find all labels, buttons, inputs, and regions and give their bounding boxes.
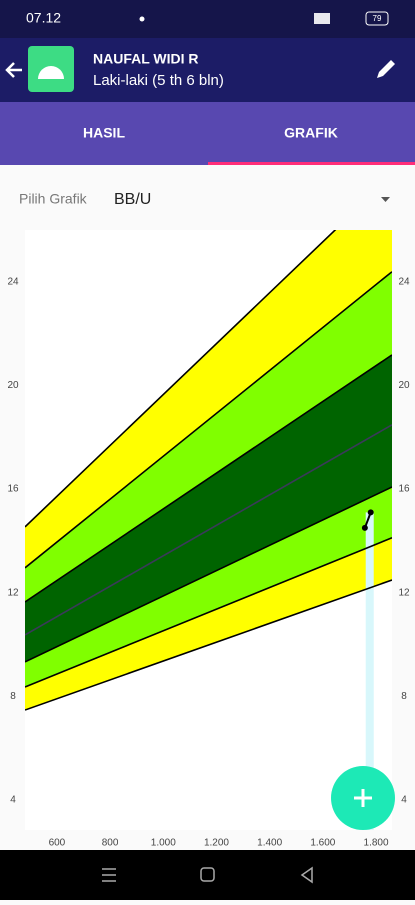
add-icon <box>354 789 372 807</box>
highlight <box>365 512 374 830</box>
nav-back[interactable] <box>300 866 313 884</box>
plot-layer <box>25 230 392 830</box>
x-tick-label: 1.600 <box>310 838 335 849</box>
nav-home[interactable] <box>200 867 215 882</box>
y2-tick-label: 12 <box>398 587 410 598</box>
tab[interactable]: HASIL <box>83 125 125 141</box>
back-button[interactable] <box>5 62 22 78</box>
battery-icon <box>365 11 389 26</box>
status-icon <box>139 16 145 22</box>
x-tick-label: 800 <box>102 838 119 849</box>
y-tick-label: 4 <box>10 795 16 806</box>
android-icon <box>38 66 64 79</box>
band <box>25 230 392 568</box>
clock: 07.12 <box>26 10 61 26</box>
y-tick-label: 12 <box>7 587 19 598</box>
chart: 4 8 12 16 20 24 4 8 12 16 20 24 600 800 1.000 1.200 1.40… <box>7 230 410 849</box>
edit-button[interactable] <box>377 60 395 78</box>
dropdown-arrow[interactable] <box>381 197 390 202</box>
y-tick-label: 16 <box>7 484 19 495</box>
band <box>25 486 392 687</box>
nav-menu[interactable] <box>102 868 116 882</box>
patient-subtitle: Laki-laki (5 th 6 bln) <box>93 72 224 89</box>
curve <box>25 354 392 603</box>
band <box>25 424 392 662</box>
band <box>25 354 392 635</box>
tab[interactable]: GRAFIK <box>284 125 338 141</box>
x-tick-label: 1.400 <box>257 838 282 849</box>
curve <box>25 537 392 688</box>
selector-value[interactable]: BB/U <box>114 191 151 208</box>
y2-tick-label: 24 <box>398 276 410 287</box>
curve <box>25 486 392 663</box>
y-tick-label: 24 <box>7 276 19 287</box>
battery-level: 79 <box>373 14 382 23</box>
x-tick-label: 1.200 <box>204 838 229 849</box>
signal-icon <box>314 13 330 24</box>
curve <box>25 424 392 636</box>
y2-tick-label: 4 <box>401 795 407 806</box>
y2-tick-label: 16 <box>398 484 410 495</box>
y-tick-label: 8 <box>10 691 16 702</box>
selector-label: Pilih Grafik <box>19 191 88 207</box>
curve <box>25 230 337 528</box>
tab-indicator <box>208 162 415 165</box>
x-tick-label: 600 <box>49 838 66 849</box>
x-tick-label: 1.000 <box>151 838 176 849</box>
point <box>367 509 374 516</box>
y2-tick-label: 20 <box>398 380 410 391</box>
point <box>361 524 368 531</box>
y-tick-label: 20 <box>7 380 19 391</box>
tab-bar <box>0 102 415 165</box>
curve <box>25 271 392 569</box>
status-bar <box>0 0 415 38</box>
curve <box>25 579 392 711</box>
patient-name: NAUFAL WIDI R <box>93 51 199 67</box>
nav-bar <box>0 850 415 900</box>
x-tick-label: 1.800 <box>364 838 389 849</box>
band <box>25 537 392 711</box>
y2-tick-label: 8 <box>401 691 407 702</box>
band <box>25 271 392 603</box>
